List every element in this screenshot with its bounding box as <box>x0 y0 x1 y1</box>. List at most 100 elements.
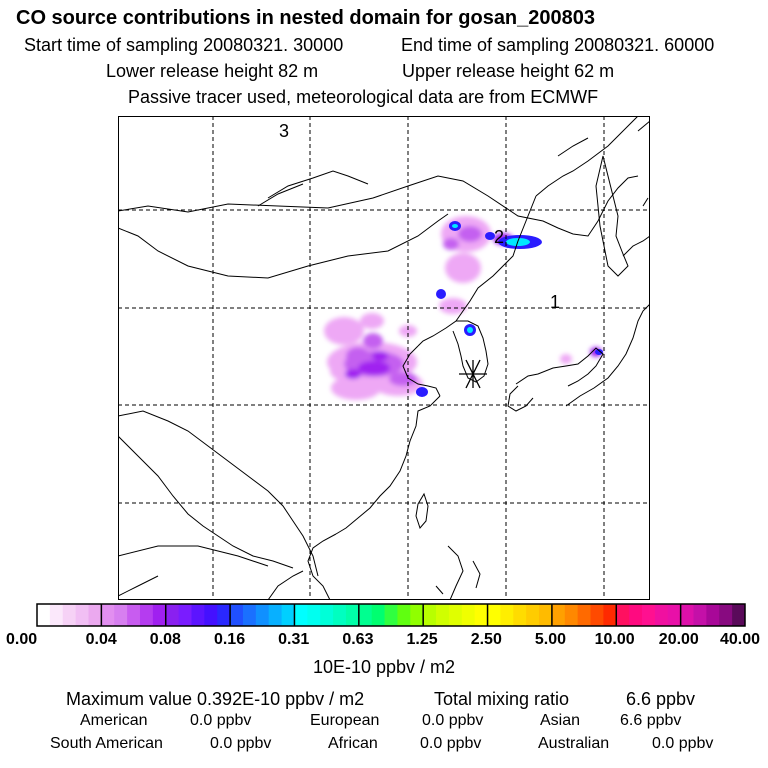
map-frame <box>118 116 650 600</box>
colorbar-cell <box>101 604 115 626</box>
australian-value: 0.0 ppbv <box>652 735 714 752</box>
colorbar-cell <box>539 604 553 626</box>
end-time-label: End time of sampling 20080321. 60000 <box>401 35 715 55</box>
colorbar-cell <box>49 604 64 626</box>
colorbar-cell <box>178 604 192 626</box>
colorbar-tick-label: 5.00 <box>534 631 567 648</box>
colorbar-tick-label: 0.16 <box>213 631 246 648</box>
colorbar-tick-label: 2.50 <box>470 631 502 648</box>
south-american-label: South American <box>50 735 163 752</box>
colorbar-cell <box>577 604 592 626</box>
colorbar-cell <box>423 604 437 626</box>
african-label: African <box>328 735 378 752</box>
map-panel: 3 2 1 <box>118 116 650 600</box>
colorbar-cell <box>333 604 347 626</box>
colorbar-cell <box>436 604 450 626</box>
colorbar-units-label: 10E-10 ppbv / m2 <box>312 657 456 677</box>
european-label: European <box>310 712 380 729</box>
map-gridlines <box>118 116 650 600</box>
colorbar-tick-label: 40.00 <box>719 631 760 648</box>
african-value: 0.0 ppbv <box>420 735 482 752</box>
colorbar-cell <box>281 604 295 626</box>
coastlines <box>118 116 650 600</box>
colorbar-tick-labels: 0.00 0.04 0.08 0.16 0.31 0.63 1.25 2.50 5.00 10.0… <box>0 631 768 651</box>
colorbar-cell <box>191 604 205 626</box>
colorbar-cell <box>165 604 180 626</box>
colorbar-cell <box>448 604 463 626</box>
colorbar-tick-label: 0.63 <box>342 631 374 648</box>
colorbar-cell <box>358 604 373 626</box>
region-label-2: 2 <box>494 227 504 247</box>
colorbar-cell <box>204 604 218 626</box>
colorbar-cell <box>410 604 424 626</box>
colorbar-tick-label: 0.00 <box>6 631 38 648</box>
colorbar-tick-label: 20.00 <box>658 631 699 648</box>
total-mixing-ratio-value: 6.6 ppbv <box>626 689 696 709</box>
colorbar-tick-label: 10.00 <box>594 631 635 648</box>
max-value-label: Maximum value 0.392E-10 ppbv / m2 <box>66 689 365 709</box>
asian-value: 6.6 ppbv <box>620 712 682 729</box>
total-mixing-ratio-label: Total mixing ratio <box>434 689 570 709</box>
colorbar-cell <box>654 604 669 626</box>
colorbar-cell <box>680 604 695 626</box>
colorbar-cell <box>37 604 51 626</box>
asterisk-icon <box>459 359 487 389</box>
colorbar-cell <box>127 604 141 626</box>
lower-release-height-label: Lower release height 82 m <box>106 61 319 81</box>
colorbar-cell <box>217 604 231 626</box>
colorbar-cell <box>62 604 77 626</box>
colorbar-cell <box>629 604 643 626</box>
american-value: 0.0 ppbv <box>190 712 252 729</box>
american-label: American <box>80 712 148 729</box>
colorbar-cell <box>307 604 321 626</box>
colorbar-cell <box>616 604 630 626</box>
colorbar-cell <box>551 604 566 626</box>
colorbar-cell <box>693 604 707 626</box>
european-value: 0.0 ppbv <box>422 712 484 729</box>
colorbar-cell <box>642 604 656 626</box>
colorbar-cell <box>474 604 489 626</box>
colorbar-cell <box>242 604 257 626</box>
colorbar-cell <box>230 604 244 626</box>
colorbar-tick-label: 0.31 <box>278 631 310 648</box>
region-label-3: 3 <box>279 121 289 141</box>
south-american-value: 0.0 ppbv <box>210 735 272 752</box>
colorbar-cell <box>114 604 128 626</box>
colorbar-cell <box>268 604 283 626</box>
colorbar-cell <box>384 604 398 626</box>
colorbar-cell <box>139 604 154 626</box>
colorbar-tick-label: 1.25 <box>406 631 438 648</box>
tracer-info-label: Passive tracer used, meteorological data… <box>128 87 599 107</box>
colorbar-cell <box>526 604 540 626</box>
colorbar-cell <box>75 604 89 626</box>
asian-label: Asian <box>540 712 581 729</box>
region-label-1: 1 <box>550 292 560 312</box>
colorbar-cell <box>294 604 308 626</box>
colorbar-cell <box>719 604 733 626</box>
colorbar-cell <box>88 604 102 626</box>
colorbar-cell <box>152 604 167 626</box>
australian-label: Australian <box>538 735 610 752</box>
plume-concentration-field <box>324 216 603 400</box>
colorbar-cell <box>564 604 579 626</box>
figure-title: CO source contributions in nested domain… <box>16 7 596 29</box>
colorbar-cell <box>500 604 514 626</box>
colorbar-cell <box>487 604 501 626</box>
colorbar-cell <box>590 604 604 626</box>
colorbar-cell <box>345 604 360 626</box>
colorbar-cell <box>732 604 746 626</box>
colorbar-cell <box>706 604 720 626</box>
colorbar-cell <box>397 604 411 626</box>
start-time-label: Start time of sampling 20080321. 30000 <box>24 35 344 55</box>
colorbar-cell <box>513 604 527 626</box>
upper-release-height-label: Upper release height 62 m <box>402 61 615 81</box>
colorbar-cell <box>371 604 386 626</box>
colorbar-cell <box>461 604 476 626</box>
colorbar-cell <box>667 604 682 626</box>
colorbar-tick-label: 0.04 <box>85 631 117 648</box>
colorbar-cell <box>320 604 334 626</box>
colorbar <box>36 603 746 627</box>
colorbar-cell <box>255 604 270 626</box>
colorbar-cell <box>603 604 617 626</box>
colorbar-tick-label: 0.08 <box>149 631 181 648</box>
